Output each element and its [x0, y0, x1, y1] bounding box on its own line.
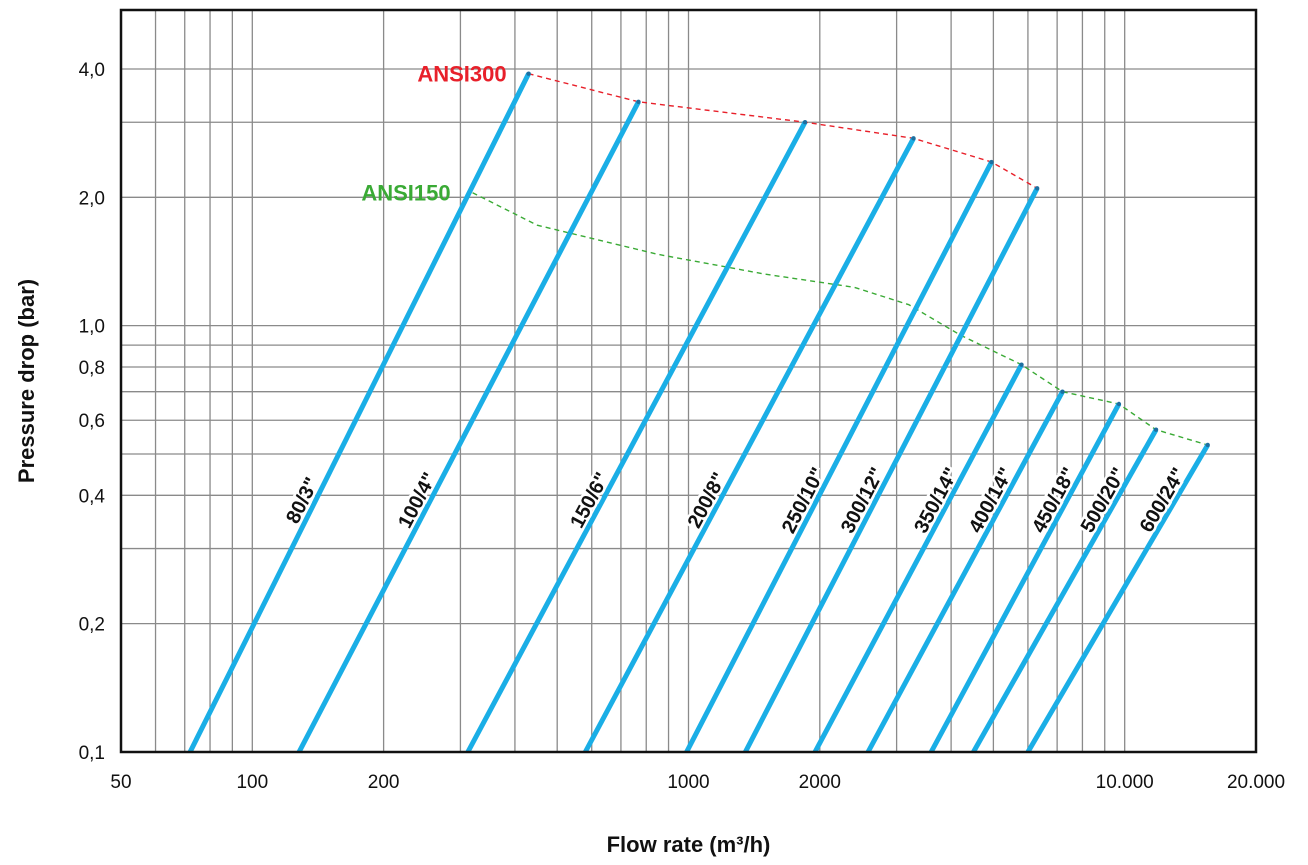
- y-tick-label: 4,0: [79, 60, 105, 81]
- line-350-14: [812, 363, 1024, 754]
- line-450-18: [928, 402, 1122, 754]
- x-tick-label: 50: [110, 772, 131, 793]
- x-tick-label: 100: [236, 772, 268, 793]
- y-tick-label: 2,0: [79, 188, 105, 209]
- line-150-6: [465, 121, 808, 754]
- y-tick-label: 1,0: [79, 317, 105, 338]
- label-200-8: 200/8": [684, 469, 731, 532]
- pressure-class-envelopes: ANSI300 ANSI150: [361, 62, 1208, 446]
- line-600-24: [1025, 443, 1210, 754]
- line-100-4: [296, 100, 641, 754]
- x-tick-label: 200: [368, 772, 400, 793]
- endpoint-150-6: [802, 120, 808, 125]
- endpoint-80-3: [526, 71, 531, 76]
- pipe-size-lines: [187, 72, 1210, 754]
- line-200-8: [583, 137, 916, 754]
- endpoint-200-8: [911, 136, 916, 141]
- line-endpoints: [526, 71, 1210, 448]
- plot-frame: [119, 8, 1258, 754]
- x-tick-label: 2000: [799, 772, 841, 793]
- line-500-20: [971, 428, 1159, 754]
- y-axis-title: Pressure drop (bar): [14, 279, 39, 483]
- endpoint-350-14: [1019, 362, 1024, 367]
- ansi150-label: ANSI150: [361, 181, 450, 206]
- y-tick-label: 0,8: [79, 358, 105, 379]
- line-80-3: [187, 72, 531, 754]
- line-250-10: [684, 160, 994, 754]
- ansi150-envelope: [472, 192, 1208, 446]
- ansi300-envelope: [528, 73, 1038, 189]
- x-tick-label: 1000: [667, 772, 709, 793]
- y-tick-label: 0,4: [79, 486, 106, 507]
- endpoint-100-4: [636, 99, 641, 105]
- label-150-6: 150/6": [566, 469, 614, 532]
- line-300-12: [743, 187, 1040, 754]
- x-tick-label: 10.000: [1096, 772, 1154, 793]
- endpoint-400-14: [1060, 389, 1065, 394]
- endpoint-600-24: [1205, 442, 1210, 448]
- x-axis-title: Flow rate (m³/h): [607, 832, 771, 857]
- label-100-4: 100/4": [394, 469, 441, 532]
- y-tick-label: 0,1: [79, 743, 105, 764]
- line-400-14: [865, 390, 1065, 754]
- grid: [121, 10, 1256, 752]
- x-tick-label: 20.000: [1227, 772, 1285, 793]
- ansi300-label: ANSI300: [417, 62, 506, 87]
- y-tick-label: 0,6: [79, 411, 105, 432]
- endpoint-300-12: [1034, 186, 1040, 191]
- endpoint-450-18: [1116, 401, 1122, 407]
- axis-ticks: 50 100 200 1000 2000 10.000 20.000 0,1 0,2 0,4 0,6…: [79, 60, 1285, 793]
- endpoint-250-10: [989, 159, 994, 165]
- endpoint-500-20: [1153, 427, 1159, 432]
- y-tick-label: 0,2: [79, 615, 105, 636]
